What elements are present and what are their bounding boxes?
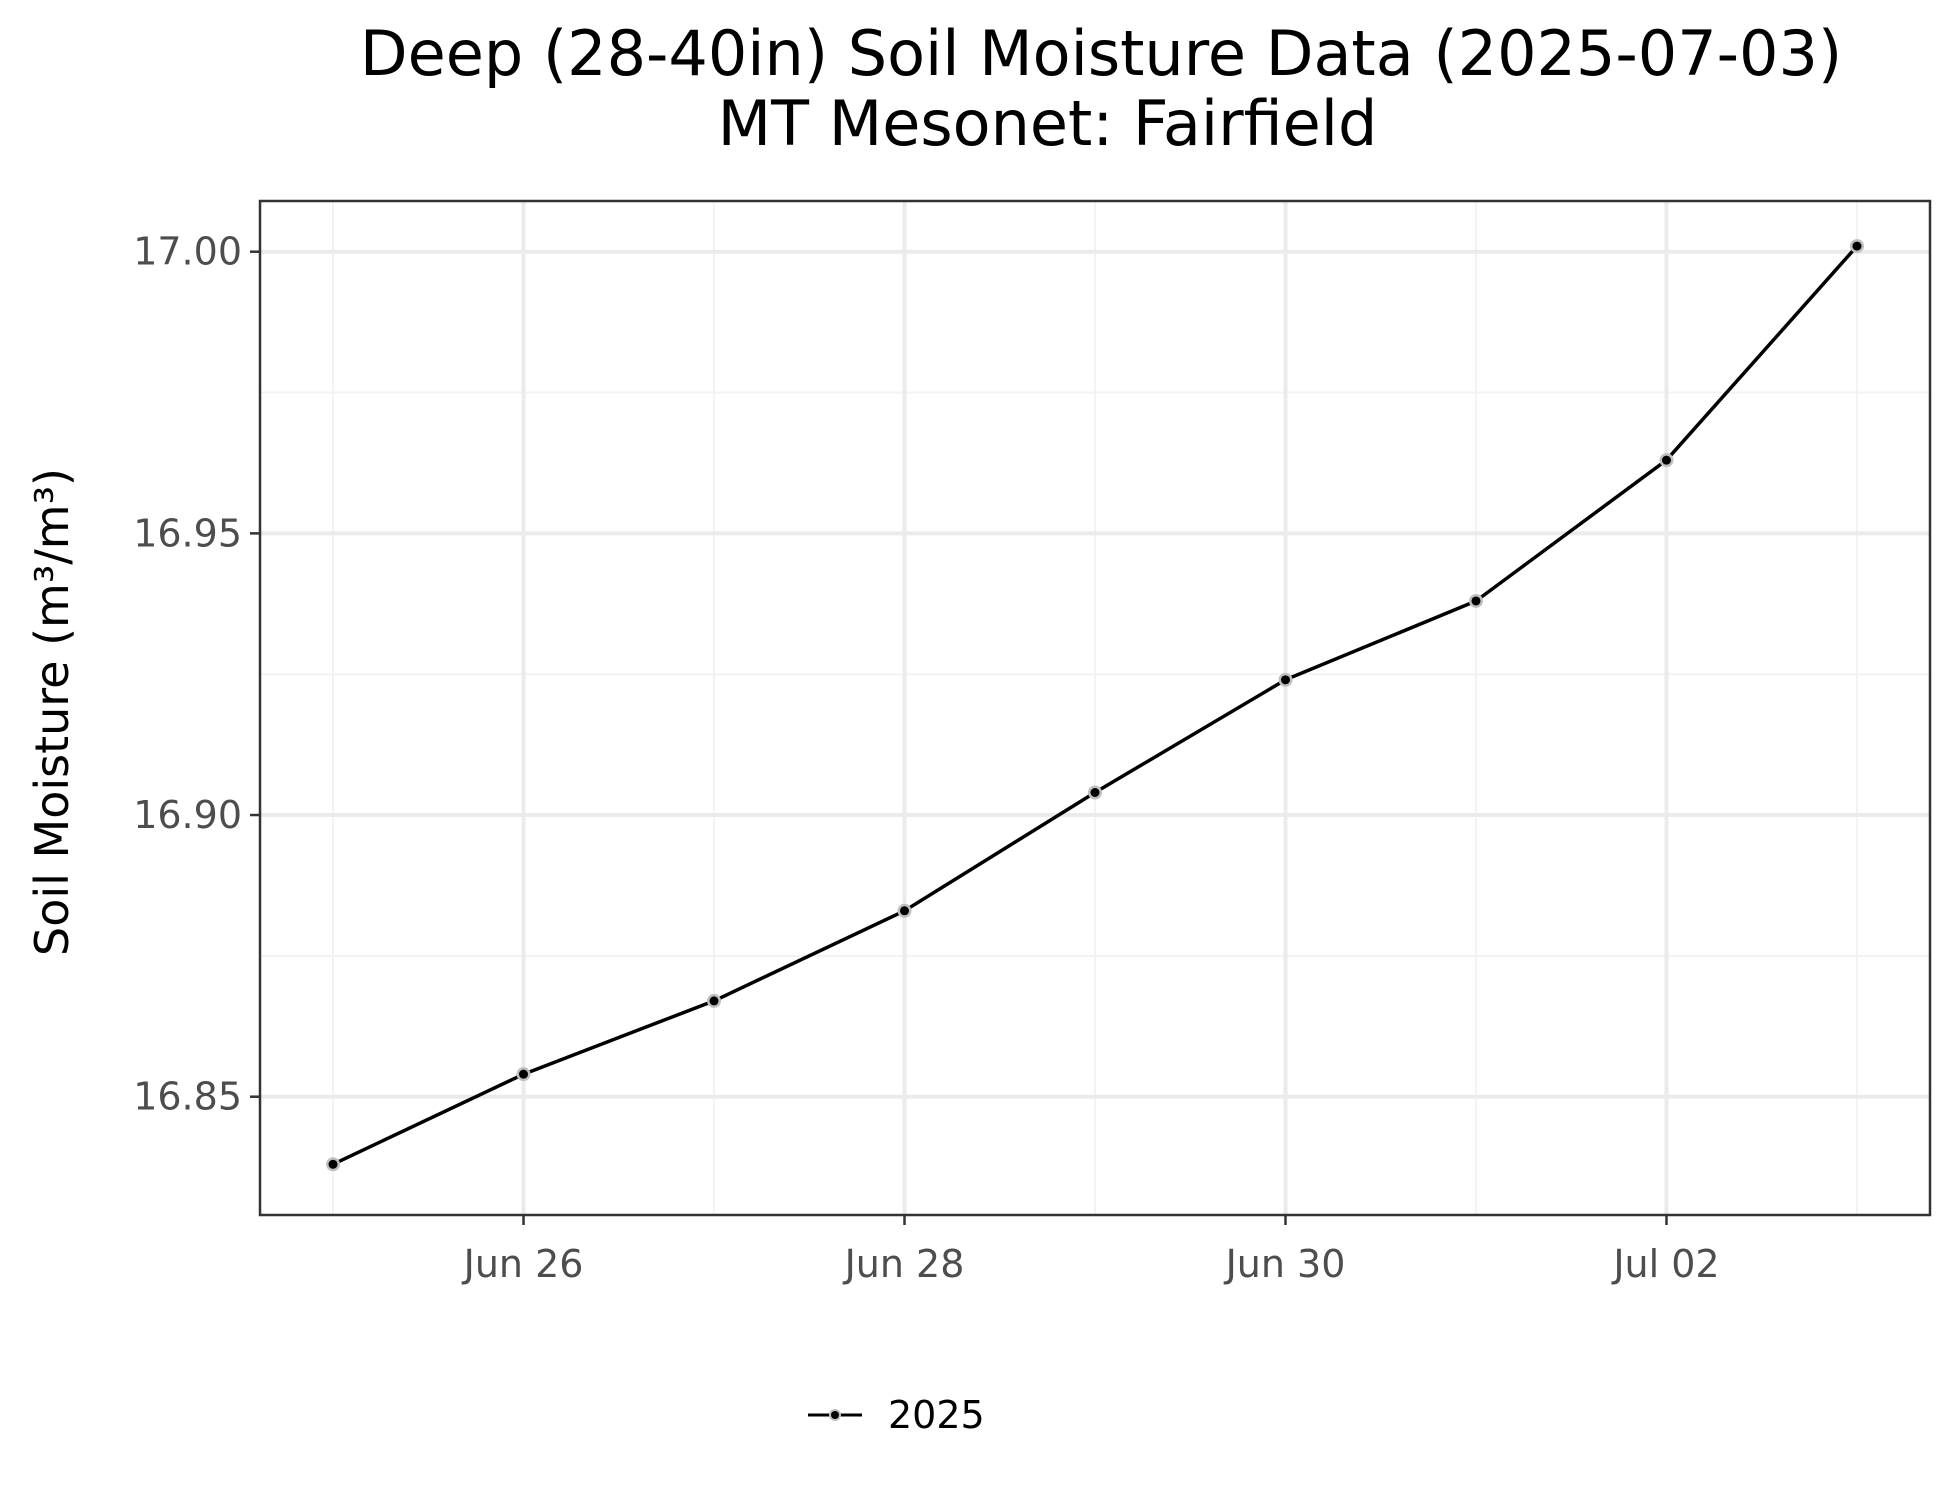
panel-border bbox=[258, 199, 1932, 1217]
data-point-4 bbox=[1090, 788, 1100, 797]
y-tick-label-0: 16.85 bbox=[133, 1075, 242, 1119]
data-point-0 bbox=[328, 1159, 338, 1169]
data-point-6 bbox=[1471, 596, 1481, 606]
y-tick-label-1: 16.90 bbox=[133, 793, 242, 837]
legend: 2025 bbox=[800, 1385, 985, 1445]
data-point-7 bbox=[1661, 455, 1671, 465]
data-point-5 bbox=[1280, 675, 1290, 685]
x-tick-label-1: Jun 28 bbox=[843, 1242, 965, 1286]
data-point-1 bbox=[519, 1069, 529, 1079]
data-point-3 bbox=[900, 906, 910, 916]
legend-label-2025: 2025 bbox=[888, 1393, 985, 1437]
y-tick-label-2: 16.95 bbox=[133, 511, 242, 555]
x-tick-label-0: Jun 26 bbox=[462, 1242, 584, 1286]
legend-key-2025 bbox=[808, 1409, 862, 1421]
x-tick-label-2: Jun 30 bbox=[1224, 1242, 1346, 1286]
chart-title-line-2: MT Mesonet: Fairfield bbox=[717, 87, 1378, 160]
chart-title-line-1: Deep (28-40in) Soil Moisture Data (2025-… bbox=[359, 17, 1843, 90]
data-point-8 bbox=[1852, 241, 1862, 251]
data-point-2 bbox=[709, 996, 719, 1006]
x-tick-label-3: Jul 02 bbox=[1611, 1242, 1719, 1286]
y-tick-label-3: 17.00 bbox=[133, 230, 242, 274]
